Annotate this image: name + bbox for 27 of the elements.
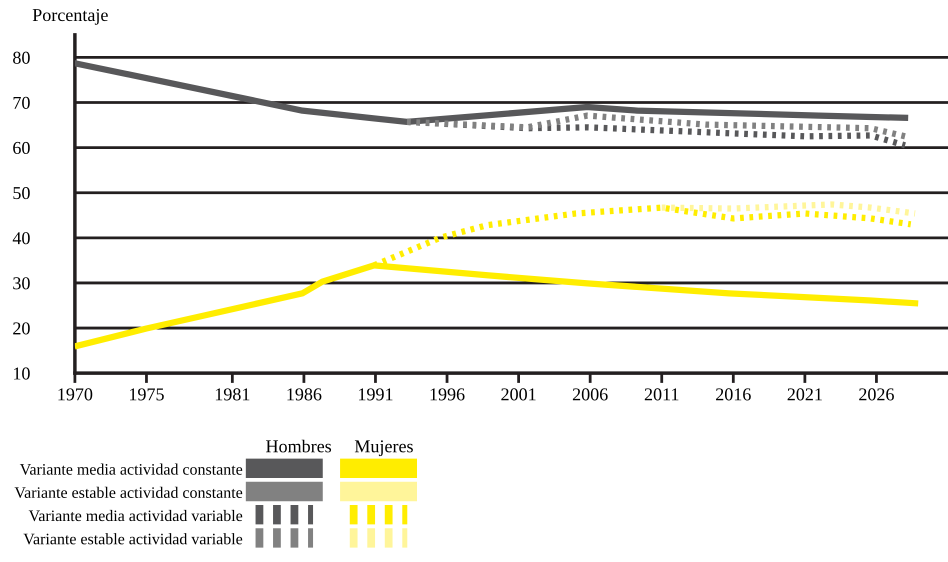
y-tick-label: 70: [14, 96, 30, 109]
legend-label: Variante media actividad variable: [28, 510, 242, 522]
legend-label: Variante estable actividad variable: [23, 533, 242, 544]
y-axis-title: Porcentaje: [32, 9, 108, 25]
x-tick-label: 1970: [58, 388, 92, 400]
x-tick-label: 1996: [430, 388, 465, 400]
legend-label: Variante media actividad constante: [20, 464, 242, 475]
text: Hombres: [266, 440, 332, 452]
x-tick-label: 2026: [859, 388, 894, 400]
x-tick-label: 2021: [788, 388, 822, 400]
y-tick-label: 10: [14, 367, 30, 380]
x-tick-label: 2001: [501, 388, 536, 400]
x-tick-label: 2011: [644, 388, 678, 400]
x-tick-label: 1986: [287, 388, 322, 400]
text: Mujeres: [354, 440, 413, 456]
y-tick-label: 50: [13, 186, 30, 200]
x-tick-label: 1975: [130, 388, 164, 400]
x-tick-label: 1981: [216, 388, 250, 400]
y-tick-label: 60: [13, 142, 30, 154]
legend-label: Variante estable actividad constante: [14, 486, 242, 498]
y-tick-label: 40: [12, 232, 30, 244]
y-tick-label: 80: [13, 52, 30, 64]
y-tick-label: 20: [13, 322, 30, 334]
x-tick-label: 1991: [359, 388, 392, 400]
y-tick-label: 30: [13, 277, 30, 290]
x-tick-label: 2006: [572, 388, 608, 400]
x-tick-label: 2016: [716, 388, 751, 400]
